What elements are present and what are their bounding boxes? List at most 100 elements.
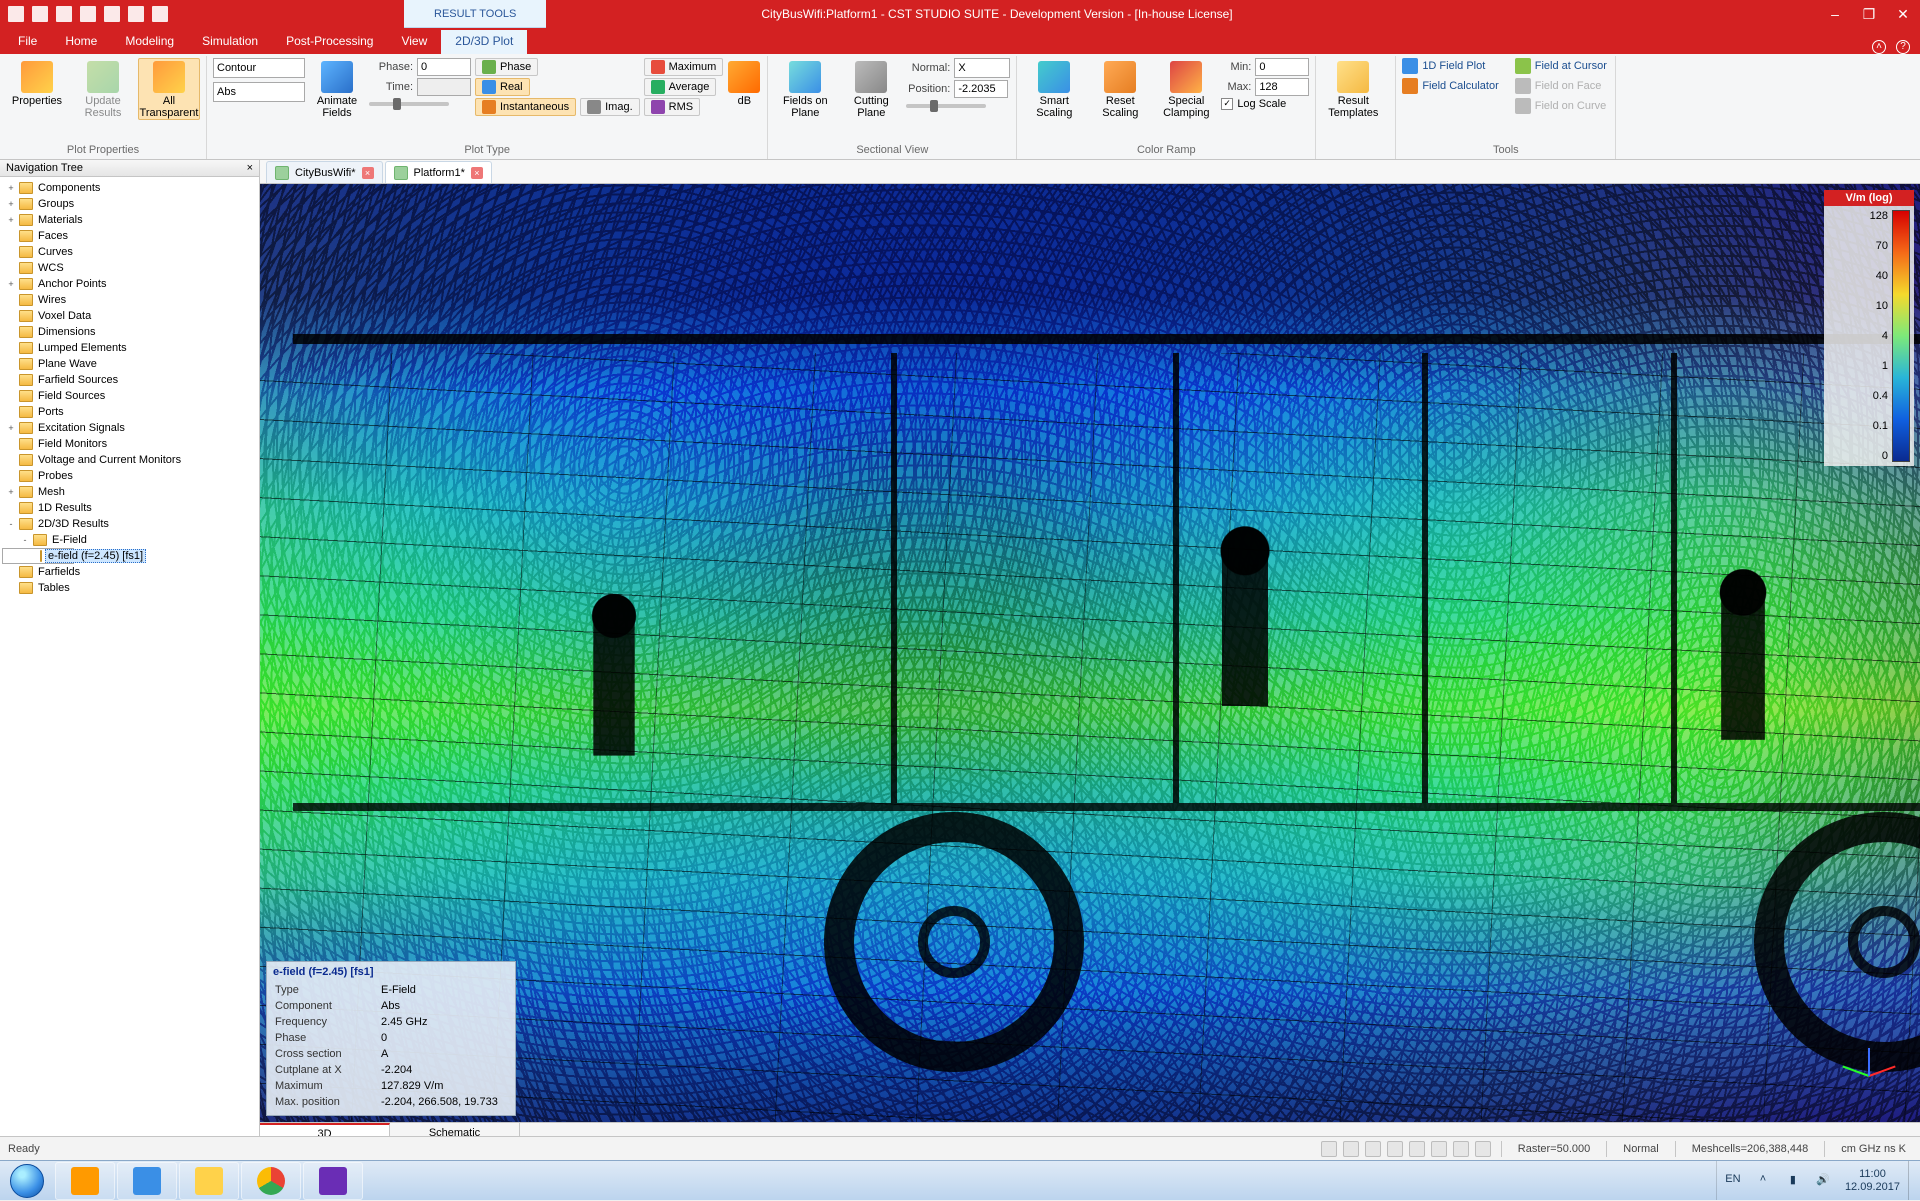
start-button[interactable] bbox=[0, 1161, 54, 1201]
phase-input[interactable] bbox=[417, 58, 471, 76]
tree-node[interactable]: Wires bbox=[2, 292, 257, 308]
tree-node[interactable]: Plane Wave bbox=[2, 356, 257, 372]
zoom-fit-icon[interactable] bbox=[1321, 1141, 1337, 1157]
result-templates-button[interactable]: Result Templates bbox=[1322, 58, 1384, 120]
cutting-plane-button[interactable]: Cutting Plane bbox=[840, 58, 902, 120]
phase-mode-button[interactable]: Phase bbox=[475, 58, 538, 76]
tree-expand-icon[interactable]: + bbox=[6, 199, 16, 209]
properties-button[interactable]: Properties bbox=[6, 58, 68, 108]
tree-node[interactable]: +Excitation Signals bbox=[2, 420, 257, 436]
rms-button[interactable]: RMS bbox=[644, 98, 700, 116]
average-button[interactable]: Average bbox=[644, 78, 717, 96]
db-button[interactable]: dB bbox=[727, 58, 761, 108]
tree-expand-icon[interactable]: + bbox=[6, 183, 16, 193]
tree-node[interactable]: Dimensions bbox=[2, 324, 257, 340]
doc-close-icon[interactable]: × bbox=[471, 167, 483, 179]
tree-node[interactable]: -E-Field bbox=[2, 532, 257, 548]
max-input[interactable] bbox=[1255, 78, 1309, 96]
qat-redo-icon[interactable] bbox=[128, 6, 144, 22]
tray-network-icon[interactable]: ▮ bbox=[1785, 1173, 1801, 1189]
tab-simulation[interactable]: Simulation bbox=[188, 30, 272, 54]
tree-node[interactable]: +Mesh bbox=[2, 484, 257, 500]
tab-file[interactable]: File bbox=[4, 30, 51, 54]
fields-on-plane-button[interactable]: Fields on Plane bbox=[774, 58, 836, 120]
taskbar-app-chrome[interactable] bbox=[241, 1162, 301, 1200]
instantaneous-button[interactable]: Instantaneous bbox=[475, 98, 576, 116]
position-slider[interactable] bbox=[906, 104, 986, 108]
document-tab[interactable]: Platform1*× bbox=[385, 161, 492, 183]
tree-expand-icon[interactable]: - bbox=[20, 535, 30, 545]
help-icon[interactable]: ? bbox=[1896, 40, 1910, 54]
plot-style-select[interactable] bbox=[213, 58, 305, 78]
tree-node[interactable]: Ports bbox=[2, 404, 257, 420]
plot-component-select[interactable] bbox=[213, 82, 305, 102]
tree-node[interactable]: Curves bbox=[2, 244, 257, 260]
tree-node[interactable]: Voltage and Current Monitors bbox=[2, 452, 257, 468]
qat-save-icon[interactable] bbox=[56, 6, 72, 22]
wireframe-icon[interactable] bbox=[1475, 1141, 1491, 1157]
navigation-tree[interactable]: +Components+Groups+MaterialsFacesCurvesW… bbox=[0, 177, 259, 1144]
qat-print-icon[interactable] bbox=[80, 6, 96, 22]
tray-clock[interactable]: 11:00 12.09.2017 bbox=[1845, 1168, 1900, 1194]
taskbar-app-explorer[interactable] bbox=[179, 1162, 239, 1200]
1d-field-plot[interactable]: 1D Field Plot bbox=[1422, 60, 1485, 72]
field-calculator[interactable]: Field Calculator bbox=[1422, 80, 1498, 92]
tab-view[interactable]: View bbox=[387, 30, 441, 54]
show-desktop-button[interactable] bbox=[1908, 1161, 1920, 1200]
animate-fields-button[interactable]: Animate Fields bbox=[309, 58, 365, 120]
maximum-button[interactable]: Maximum bbox=[644, 58, 724, 76]
qat-open-icon[interactable] bbox=[32, 6, 48, 22]
ribbon-collapse-icon[interactable]: ˄ bbox=[1872, 40, 1886, 54]
update-results-button[interactable]: Update Results bbox=[72, 58, 134, 120]
close-button[interactable]: ✕ bbox=[1886, 0, 1920, 28]
real-mode-button[interactable]: Real bbox=[475, 78, 530, 96]
tree-node[interactable]: Probes bbox=[2, 468, 257, 484]
special-clamping-button[interactable]: Special Clamping bbox=[1155, 58, 1217, 120]
qat-more-icon[interactable] bbox=[152, 6, 168, 22]
qat-new-icon[interactable] bbox=[8, 6, 24, 22]
tray-lang[interactable]: EN bbox=[1725, 1173, 1741, 1189]
doc-close-icon[interactable]: × bbox=[362, 167, 374, 179]
all-transparent-button[interactable]: All Transparent bbox=[138, 58, 200, 120]
tree-node[interactable]: +Materials bbox=[2, 212, 257, 228]
tree-node[interactable]: WCS bbox=[2, 260, 257, 276]
tray-sound-icon[interactable]: 🔊 bbox=[1815, 1173, 1831, 1189]
tree-node[interactable]: Field Monitors bbox=[2, 436, 257, 452]
tray-chevron-icon[interactable]: ˄ bbox=[1755, 1173, 1771, 1189]
pan-icon[interactable] bbox=[1431, 1141, 1447, 1157]
tree-node[interactable]: +Groups bbox=[2, 196, 257, 212]
zoom-window-icon[interactable] bbox=[1387, 1141, 1403, 1157]
taskbar-app-cst[interactable] bbox=[303, 1162, 363, 1200]
field-at-cursor[interactable]: Field at Cursor bbox=[1535, 60, 1607, 72]
qat-undo-icon[interactable] bbox=[104, 6, 120, 22]
log-scale-checkbox[interactable] bbox=[1221, 98, 1233, 110]
position-input[interactable] bbox=[954, 80, 1008, 98]
minimize-button[interactable]: – bbox=[1818, 0, 1852, 28]
taskbar-app-ie[interactable] bbox=[117, 1162, 177, 1200]
tree-node[interactable]: Voxel Data bbox=[2, 308, 257, 324]
document-tab[interactable]: CityBusWifi*× bbox=[266, 161, 383, 183]
tree-expand-icon[interactable]: - bbox=[6, 519, 16, 529]
normal-select[interactable] bbox=[954, 58, 1010, 78]
tab-home[interactable]: Home bbox=[51, 30, 111, 54]
tree-expand-icon[interactable]: + bbox=[6, 215, 16, 225]
tab-modeling[interactable]: Modeling bbox=[111, 30, 188, 54]
tree-node[interactable]: e-field (f=2.45) [fs1] bbox=[2, 548, 74, 564]
tree-node[interactable]: Tables bbox=[2, 580, 257, 596]
tree-node[interactable]: 1D Results bbox=[2, 500, 257, 516]
navigation-tree-close-icon[interactable]: × bbox=[247, 162, 253, 174]
tree-node[interactable]: -2D/3D Results bbox=[2, 516, 257, 532]
zoom-out-icon[interactable] bbox=[1365, 1141, 1381, 1157]
tab-post-processing[interactable]: Post-Processing bbox=[272, 30, 387, 54]
3d-viewport[interactable]: V/m (log) 128704010410.40.10 e-field (f=… bbox=[260, 184, 1920, 1122]
perspective-icon[interactable] bbox=[1453, 1141, 1469, 1157]
tree-expand-icon[interactable]: + bbox=[6, 279, 16, 289]
tab-2d3d-plot[interactable]: 2D/3D Plot bbox=[441, 30, 527, 54]
phase-slider[interactable] bbox=[369, 102, 449, 106]
zoom-in-icon[interactable] bbox=[1343, 1141, 1359, 1157]
tree-node[interactable]: Faces bbox=[2, 228, 257, 244]
maximize-button[interactable]: ❐ bbox=[1852, 0, 1886, 28]
smart-scaling-button[interactable]: Smart Scaling bbox=[1023, 58, 1085, 120]
tree-expand-icon[interactable]: + bbox=[6, 423, 16, 433]
taskbar-app-outlook[interactable] bbox=[55, 1162, 115, 1200]
